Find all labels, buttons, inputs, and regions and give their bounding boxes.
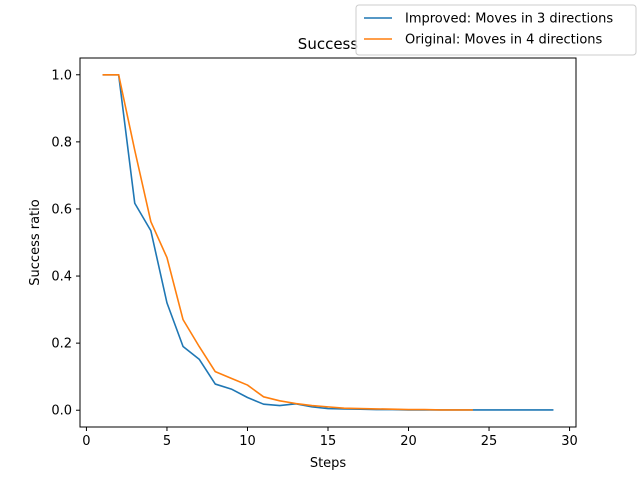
- y-tick-label: 0.8: [51, 135, 72, 150]
- series-line-original: [102, 73, 473, 411]
- y-tick-label: 0.6: [51, 202, 72, 217]
- y-axis-label: Success ratio: [28, 199, 43, 285]
- x-tick-label: 0: [82, 434, 90, 449]
- x-tick-label: 10: [239, 434, 256, 449]
- series-line-improved: [102, 73, 554, 411]
- chart-title: Success: [298, 35, 359, 53]
- axes-frame: [79, 57, 577, 428]
- y-tick-label: 1.0: [51, 68, 72, 83]
- x-tick-label: 30: [561, 434, 578, 449]
- y-tick-label: 0.2: [51, 337, 72, 352]
- x-tick-label: 25: [481, 434, 498, 449]
- legend: Improved: Moves in 3 directions Original:…: [355, 4, 637, 56]
- legend-entry-label: Improved: Moves in 3 directions: [405, 12, 613, 27]
- x-tick-label: 20: [400, 434, 417, 449]
- x-tick-label: 15: [320, 434, 337, 449]
- legend-entry-label: Original: Moves in 4 directions: [405, 33, 603, 48]
- ticks-layer: 0 5 10 15 20 25 30 0.0 0.2 0.4 0.6 0.8 1.0: [51, 68, 578, 449]
- y-tick-label: 0.0: [51, 404, 72, 419]
- x-axis-label: Steps: [310, 456, 347, 471]
- x-tick-label: 5: [163, 434, 171, 449]
- series-layer: [102, 73, 554, 411]
- legend-box: [355, 4, 637, 56]
- y-tick-label: 0.4: [51, 270, 72, 285]
